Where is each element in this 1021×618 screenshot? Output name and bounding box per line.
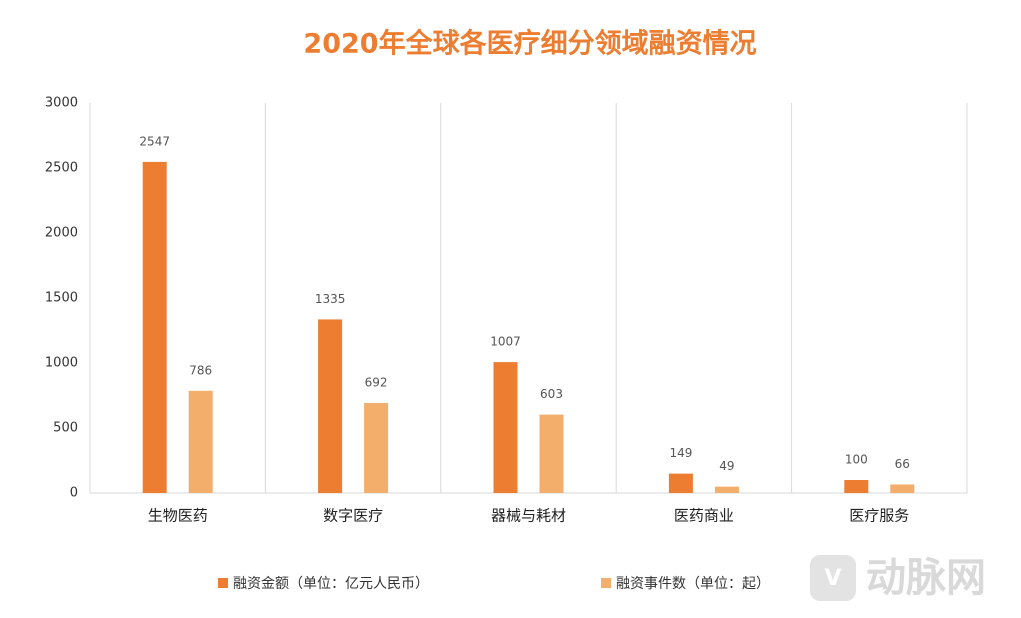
legend-swatch bbox=[601, 578, 611, 588]
watermark: 动脉网 bbox=[866, 555, 986, 601]
svg-text:V: V bbox=[824, 566, 841, 591]
value-label: 149 bbox=[669, 446, 692, 460]
value-label: 692 bbox=[365, 376, 388, 390]
y-tick-label: 2500 bbox=[45, 161, 78, 176]
chart-title: 2020年全球各医疗细分领域融资情况 bbox=[303, 28, 756, 60]
bar bbox=[668, 473, 693, 493]
legend-label: 融资金额（单位：亿元人民币） bbox=[233, 576, 429, 592]
bar bbox=[539, 414, 564, 493]
value-label: 100 bbox=[845, 453, 868, 467]
y-tick-label: 2000 bbox=[45, 226, 78, 241]
y-tick-label: 1000 bbox=[45, 356, 78, 371]
value-label: 786 bbox=[189, 363, 212, 377]
y-tick-label: 500 bbox=[53, 421, 78, 436]
y-tick-label: 0 bbox=[70, 486, 78, 501]
bar bbox=[890, 484, 915, 493]
watermark-logo: V bbox=[810, 555, 856, 601]
bar bbox=[188, 390, 213, 493]
x-tick-label: 医药商业 bbox=[674, 507, 734, 525]
bar bbox=[364, 403, 389, 493]
legend-swatch bbox=[218, 578, 228, 588]
bar bbox=[844, 480, 869, 493]
x-tick-label: 数字医疗 bbox=[323, 507, 383, 525]
value-label: 2547 bbox=[139, 134, 170, 148]
x-tick-label: 医疗服务 bbox=[849, 507, 909, 525]
legend-label: 融资事件数（单位：起） bbox=[616, 576, 770, 592]
x-tick-label: 器械与耗材 bbox=[491, 507, 566, 525]
bar bbox=[493, 362, 518, 493]
y-tick-label: 3000 bbox=[45, 96, 78, 111]
bar bbox=[318, 319, 343, 493]
value-label: 49 bbox=[719, 459, 734, 473]
value-label: 1007 bbox=[490, 335, 521, 349]
value-label: 603 bbox=[540, 387, 563, 401]
value-label: 66 bbox=[895, 457, 910, 471]
bar bbox=[714, 486, 739, 493]
value-label: 1335 bbox=[315, 292, 346, 306]
y-tick-label: 1500 bbox=[45, 291, 78, 306]
x-tick-label: 生物医药 bbox=[148, 507, 208, 525]
bar bbox=[142, 161, 167, 493]
